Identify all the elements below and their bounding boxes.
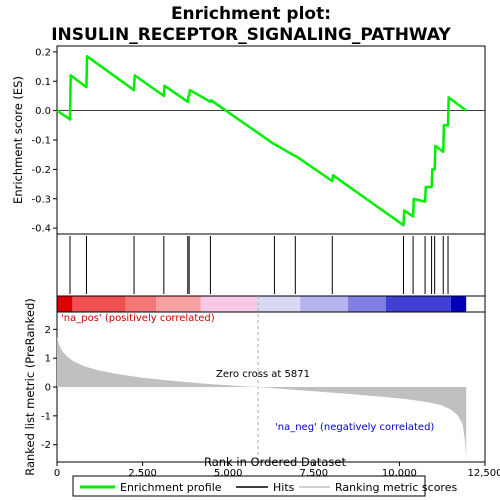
heat-band-segment	[200, 296, 258, 312]
x-tick-label: 10,000	[382, 468, 417, 479]
es-y-tick-label: 0.2	[35, 47, 51, 58]
enrichment-profile-line	[56, 55, 467, 227]
es-y-tick-label: -0.3	[31, 194, 51, 205]
heat-band-segment	[156, 296, 201, 312]
chart-title-line1: Enrichment plot:	[171, 4, 331, 24]
metric-y-tick-label: -2	[41, 440, 51, 451]
heat-band-segment	[125, 296, 157, 312]
metric-panel: 2 1 0 -1 -2 'na_pos' (positively correlated)…	[23, 296, 486, 476]
x-axis: 0 2,500 5,000 7,500 10,000 12,500	[54, 462, 500, 479]
legend-enrichment-profile-label: Enrichment profile	[120, 481, 222, 494]
metric-y-axis: 2 1 0 -1 -2	[41, 325, 57, 451]
es-y-tick-label: -0.2	[31, 165, 51, 176]
x-axis-label: Rank in Ordered Dataset	[204, 455, 347, 469]
metric-y-axis-label: Ranked list metric (PreRanked)	[23, 298, 37, 476]
legend: Enrichment profile Hits Ranking metric s…	[72, 475, 457, 497]
legend-frame	[72, 475, 426, 497]
hit-marks	[69, 236, 449, 294]
negative-correlation-label: 'na_neg' (negatively correlated)	[275, 422, 434, 433]
x-tick-label: 7,500	[299, 468, 328, 479]
chart-title-line2: INSULIN_RECEPTOR_SIGNALING_PATHWAY	[51, 25, 451, 45]
heat-band-segment	[300, 296, 349, 312]
es-panel-frame	[56, 45, 486, 235]
x-tick-label: 12,500	[468, 468, 500, 479]
hits-panel	[56, 233, 486, 297]
heat-band-segment	[450, 296, 467, 312]
metric-y-tick-label: 0	[45, 383, 51, 394]
heat-band-segment	[57, 296, 73, 312]
es-y-axis-label: Enrichment score (ES)	[11, 76, 25, 204]
metric-y-tick-label: 1	[45, 354, 51, 365]
x-tick-label: 2,500	[128, 468, 157, 479]
metric-y-tick-label: -1	[41, 411, 51, 422]
es-panel: 0.2 0.1 0.0 -0.1 -0.2 -0.3 -0.4 Enrichment sco…	[11, 45, 486, 235]
es-y-tick-label: -0.4	[31, 224, 51, 235]
positive-correlation-label: 'na_pos' (positively correlated)	[61, 313, 215, 324]
x-tick-label: 0	[54, 468, 60, 479]
es-y-tick-label: 0.1	[35, 77, 51, 88]
ranking-heatmap-band	[56, 295, 486, 313]
heat-band-segment	[385, 296, 451, 312]
heat-band-segment	[348, 296, 386, 312]
es-y-axis: 0.2 0.1 0.0 -0.1 -0.2 -0.3 -0.4	[31, 47, 57, 235]
x-tick-label: 5,000	[214, 468, 243, 479]
metric-y-tick-label: 2	[45, 325, 51, 336]
hits-panel-frame	[56, 233, 486, 297]
es-y-tick-label: -0.1	[31, 136, 51, 147]
heat-band-segment	[72, 296, 126, 312]
legend-hits-label: Hits	[273, 481, 295, 494]
heat-band-segment	[257, 296, 301, 312]
zero-cross-label: Zero cross at 5871	[216, 369, 310, 380]
es-y-tick-label: 0.0	[35, 106, 51, 117]
legend-ranking-metric-label: Ranking metric scores	[335, 481, 457, 494]
